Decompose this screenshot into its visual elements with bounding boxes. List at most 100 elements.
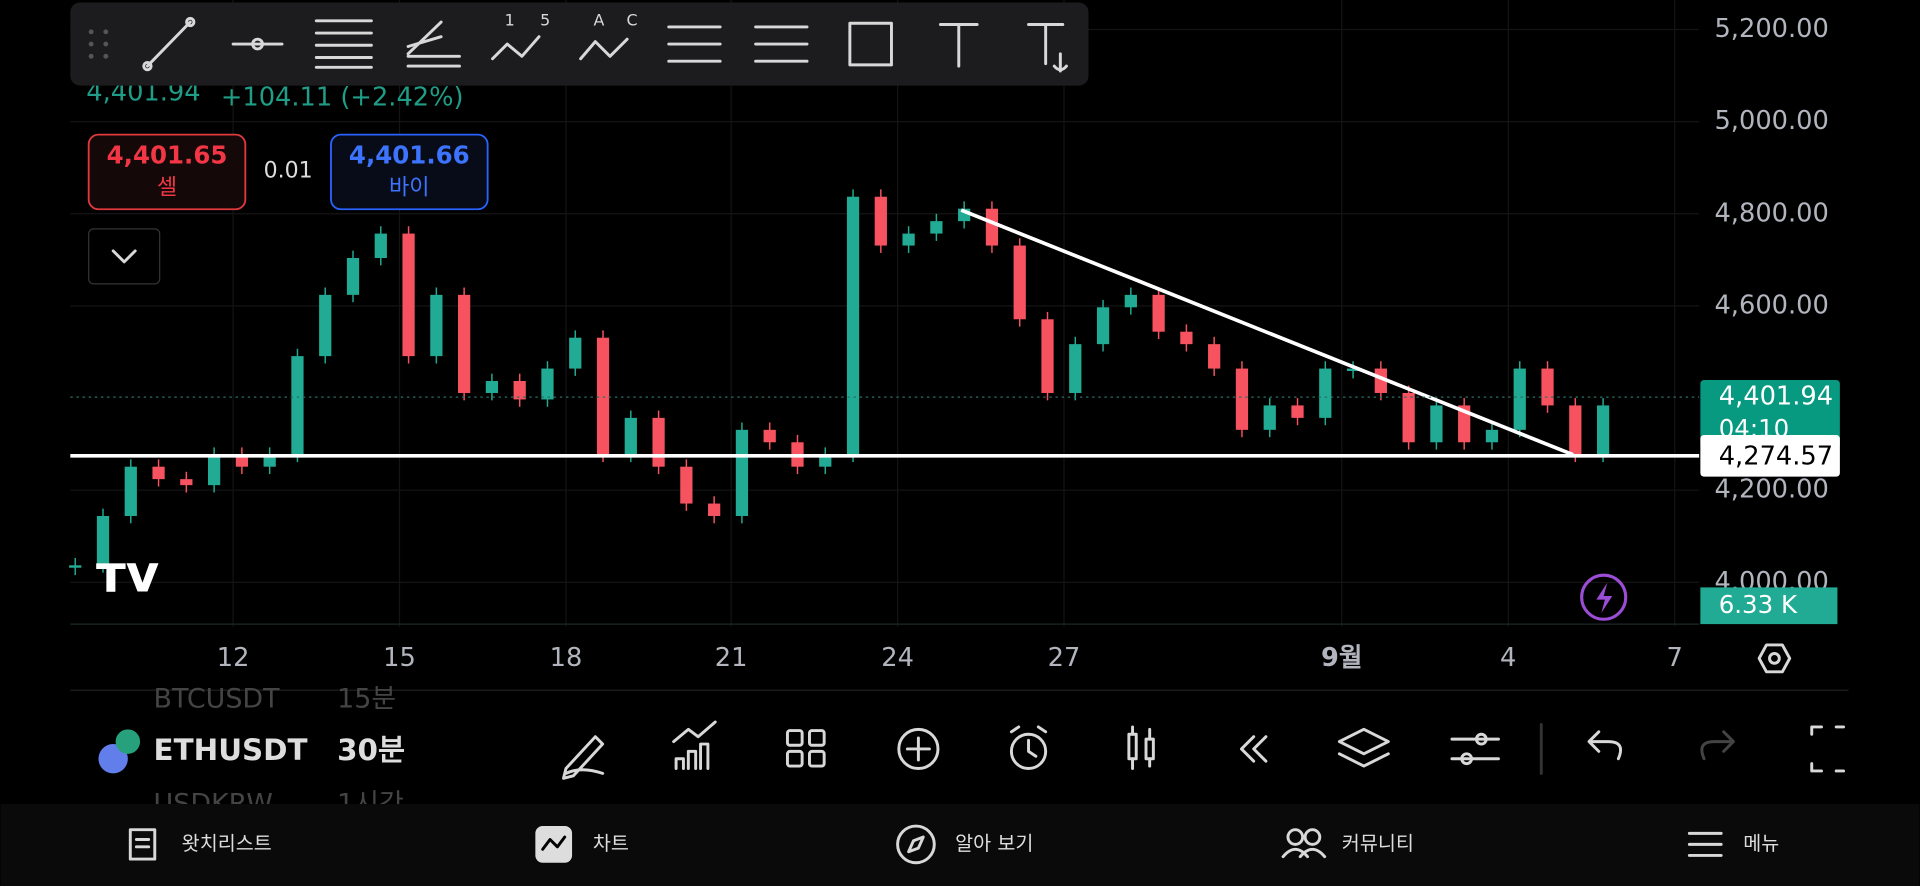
candle — [1430, 405, 1443, 443]
nav-icons — [128, 824, 1723, 865]
chart-tools[interactable] — [562, 720, 1846, 780]
x-tick-label: 18 — [550, 643, 583, 673]
candle — [708, 503, 721, 516]
sell-price: 4,401.65 — [107, 141, 228, 170]
tv-logo: ᴛv — [96, 545, 159, 605]
candle — [680, 466, 693, 504]
candle — [1180, 331, 1193, 345]
candle — [1152, 294, 1165, 332]
x-tick-label: 24 — [881, 643, 914, 673]
candle — [263, 454, 276, 467]
x-tick-label: 4 — [1500, 643, 1516, 673]
candle — [1402, 392, 1415, 443]
candle — [1069, 344, 1082, 393]
y-tick-label: 4,800.00 — [1714, 198, 1828, 228]
usdt-icon — [115, 729, 141, 754]
sell-button[interactable]: 4,401.65 셀 — [87, 133, 247, 211]
nav-item[interactable]: 차트 — [593, 832, 629, 855]
candle — [1124, 294, 1137, 308]
candle — [152, 466, 165, 480]
time-axis: 12 15 18 21 24 27 9월 4 7 — [217, 643, 1683, 673]
candle — [485, 381, 499, 393]
candle — [902, 233, 915, 246]
candle — [874, 196, 887, 246]
candle — [1513, 368, 1526, 430]
candle — [402, 233, 415, 357]
candle — [1458, 405, 1471, 443]
grip — [88, 29, 109, 59]
candle — [1596, 405, 1610, 455]
nav-item[interactable]: 커뮤니티 — [1342, 832, 1414, 855]
collapse-button[interactable] — [88, 228, 161, 285]
candle — [513, 381, 526, 400]
candle — [735, 429, 749, 516]
candle — [430, 294, 443, 357]
candle — [346, 257, 360, 295]
symbol[interactable]: ETHUSDT — [154, 733, 308, 767]
x-tick-label: 21 — [715, 643, 748, 673]
toolbar-label: C — [626, 10, 637, 29]
candle — [624, 417, 637, 455]
candle — [180, 479, 193, 486]
candle — [319, 294, 332, 357]
candle — [69, 565, 82, 568]
candle — [1013, 245, 1026, 320]
candle — [541, 368, 554, 400]
toolbar-bg — [70, 2, 1089, 86]
x-tick-label: 9월 — [1321, 643, 1363, 673]
toolbar-icons[interactable] — [142, 16, 1068, 73]
buy-button[interactable]: 4,401.66 바이 — [330, 133, 489, 211]
lightning-button[interactable] — [1580, 573, 1628, 621]
candle — [291, 356, 304, 455]
y-tick-label: 4,200.00 — [1714, 475, 1828, 505]
y-tick-label: 4,600.00 — [1714, 290, 1828, 320]
price-axis: 5,200.00 5,000.00 4,800.00 4,600.00 4,200.00… — [1700, 14, 1840, 625]
candle — [235, 454, 249, 467]
drawing-toolbar: 1 5 A C — [70, 2, 1089, 86]
candle — [930, 221, 943, 234]
candle — [1096, 307, 1110, 345]
last-price-label: 4,401.94 — [1719, 382, 1833, 412]
volume-box — [1700, 587, 1838, 625]
volume-label: 6.33 K — [1719, 590, 1798, 619]
toolbar-label: 5 — [540, 10, 550, 29]
buy-price: 4,401.66 — [349, 141, 470, 170]
candle — [1346, 368, 1360, 372]
candle — [1041, 319, 1054, 393]
spread: 0.01 — [264, 158, 313, 183]
candle — [124, 466, 137, 516]
candle — [1319, 368, 1332, 418]
x-tick-label: 15 — [383, 643, 416, 673]
toolbar-label: 1 — [505, 10, 515, 29]
x-tick-label: 12 — [217, 643, 250, 673]
candle — [1208, 344, 1221, 369]
symbol[interactable]: BTCUSDT — [154, 683, 281, 714]
candle — [846, 196, 860, 455]
candle — [96, 515, 110, 566]
header-change: +104.11 (+2.42%) — [221, 82, 464, 112]
candle — [652, 417, 665, 467]
line-price-label: 4,274.57 — [1719, 442, 1833, 472]
candle — [1485, 429, 1499, 443]
line-price-box — [1700, 435, 1840, 477]
symbol-interval: 15분 — [337, 683, 396, 714]
candle — [208, 454, 221, 486]
settings-button[interactable] — [1757, 643, 1792, 674]
buy-label: 바이 — [389, 175, 430, 200]
candle — [374, 233, 387, 258]
sell-label: 셀 — [157, 175, 177, 200]
x-tick-label: 7 — [1667, 643, 1683, 673]
trend-line — [960, 208, 1574, 457]
candle — [985, 208, 999, 246]
nav-item[interactable]: 왓치리스트 — [182, 832, 272, 855]
last-price-box — [1700, 380, 1840, 449]
plot — [69, 0, 1700, 627]
nav-item[interactable]: 메뉴 — [1743, 832, 1779, 855]
y-tick-label: 5,000.00 — [1714, 106, 1828, 136]
nav-item[interactable]: 알아 보기 — [955, 832, 1033, 855]
candle — [1569, 405, 1582, 455]
candle — [458, 294, 471, 393]
candle — [763, 429, 776, 443]
candle — [1235, 368, 1249, 430]
